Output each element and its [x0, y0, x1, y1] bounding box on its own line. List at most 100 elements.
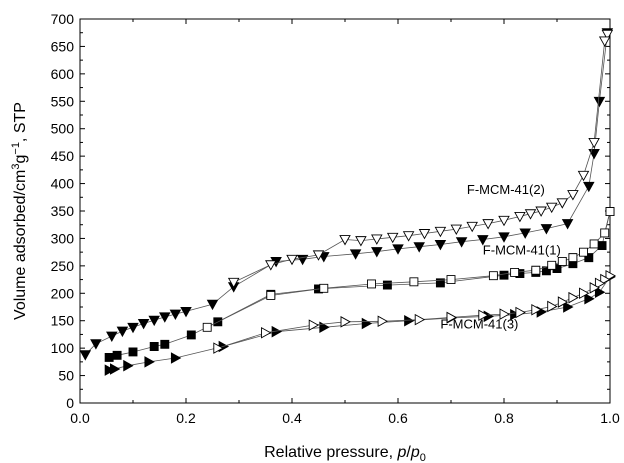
series-3 — [202, 207, 615, 332]
data-point — [312, 250, 325, 261]
data-point — [531, 265, 541, 275]
annotation-f-mcm-41-1: F-MCM-41(1) — [483, 242, 561, 257]
data-point — [488, 271, 498, 281]
data-point — [159, 312, 171, 323]
data-point — [286, 254, 298, 266]
data-point — [186, 330, 196, 340]
data-point — [202, 322, 212, 332]
data-point — [498, 232, 510, 243]
data-point — [519, 228, 531, 239]
data-point — [206, 299, 219, 311]
x-tick-label: 0.0 — [70, 410, 90, 426]
data-point — [144, 356, 155, 368]
y-tick-label: 150 — [51, 313, 75, 329]
data-point — [104, 364, 116, 376]
y-tick-label: 250 — [51, 258, 75, 274]
data-point — [563, 301, 574, 313]
data-point — [148, 315, 160, 327]
data-point — [149, 342, 159, 351]
data-point — [583, 181, 595, 193]
data-point — [579, 247, 588, 257]
x-tick-label: 0.8 — [494, 410, 514, 426]
data-point — [319, 321, 330, 334]
data-point — [557, 296, 569, 308]
data-point — [605, 207, 615, 216]
data-point — [601, 29, 614, 41]
data-point — [600, 273, 611, 286]
data-point — [593, 96, 606, 108]
data-point — [265, 260, 277, 271]
y-tick-label: 700 — [51, 11, 75, 27]
data-point — [170, 352, 182, 364]
data-point — [266, 291, 276, 300]
data-point — [450, 224, 463, 236]
data-point — [535, 206, 547, 217]
data-point — [160, 339, 170, 349]
series-line — [109, 211, 611, 358]
axes: 0.0 0.2 0.4 0.6 0.8 1.0 0 50 100 150 200 250 300 350 4… — [51, 11, 620, 426]
data-point — [434, 240, 447, 251]
data-point — [319, 283, 329, 293]
data-point — [386, 232, 399, 244]
data-point — [482, 219, 494, 230]
data-point — [127, 322, 139, 334]
data-point — [514, 212, 526, 223]
data-point — [568, 291, 579, 304]
data-point — [382, 280, 392, 290]
data-point — [515, 306, 526, 319]
data-point — [349, 249, 362, 260]
y-tick-label: 50 — [58, 368, 74, 384]
data-point — [371, 234, 383, 245]
data-point — [434, 226, 447, 238]
data-point — [499, 308, 510, 320]
data-point — [123, 359, 134, 372]
series-1 — [227, 29, 614, 289]
data-point — [600, 228, 610, 238]
data-point — [556, 198, 569, 209]
x-tick-label: 0.2 — [176, 410, 196, 426]
data-point — [589, 282, 601, 294]
data-point — [598, 36, 611, 47]
data-point — [90, 339, 102, 350]
data-point — [557, 257, 567, 266]
data-point — [455, 237, 468, 248]
series-4 — [104, 271, 616, 376]
x-tick-label: 0.6 — [388, 410, 408, 426]
data-point — [413, 242, 425, 253]
data-point — [466, 221, 478, 233]
data-point — [169, 309, 182, 321]
series-line — [109, 276, 611, 371]
annotation-f-mcm-41-3: F-MCM-41(3) — [440, 316, 518, 331]
data-point — [524, 209, 537, 220]
data-point — [104, 353, 114, 362]
data-point — [371, 247, 383, 258]
data-point — [435, 278, 445, 288]
series-line — [207, 211, 611, 328]
data-point — [404, 314, 415, 327]
y-axis-label: Volume adsorbed/cm3g−1, STP — [10, 102, 29, 320]
y-tick-label: 450 — [51, 148, 75, 164]
y-tick-label: 200 — [51, 285, 75, 301]
data-point — [361, 317, 373, 330]
data-point — [567, 190, 579, 201]
series-5 — [213, 269, 616, 354]
data-point — [340, 316, 351, 328]
data-point — [498, 215, 510, 227]
data-point — [308, 319, 320, 331]
data-point — [402, 231, 415, 242]
data-point — [547, 300, 558, 313]
data-point — [579, 287, 590, 300]
y-tick-label: 600 — [51, 66, 75, 82]
data-point — [355, 236, 367, 247]
data-point — [605, 269, 616, 282]
data-point — [540, 224, 553, 235]
data-point — [213, 342, 224, 354]
data-point — [112, 350, 122, 360]
data-point — [261, 327, 272, 339]
data-point — [367, 279, 376, 289]
y-tick-label: 350 — [51, 203, 75, 219]
data-point — [377, 315, 389, 328]
x-tick-label: 0.4 — [282, 410, 302, 426]
data-point — [409, 277, 419, 287]
